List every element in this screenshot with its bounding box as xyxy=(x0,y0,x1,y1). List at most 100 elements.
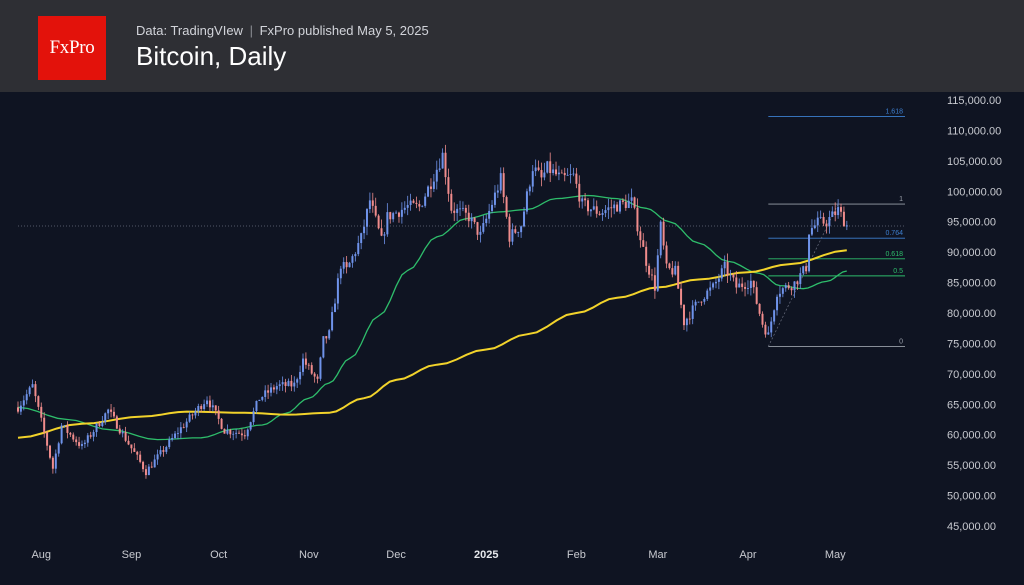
candle-body xyxy=(601,213,604,215)
candle-body xyxy=(380,228,383,236)
candle-body xyxy=(19,405,22,412)
price-chart[interactable]: 115,000.00 110,000.00 105,000.00 100,000.00… xyxy=(0,92,1024,585)
candle-body xyxy=(668,263,671,269)
candle-body xyxy=(822,216,825,224)
candle-body xyxy=(432,181,435,189)
candle-body xyxy=(773,310,776,322)
candle-body xyxy=(69,432,72,435)
candle-body xyxy=(339,268,342,279)
candle-body xyxy=(136,451,139,455)
x-tick-label: 2025 xyxy=(474,549,498,561)
candle-body xyxy=(703,298,706,302)
candle-body xyxy=(816,217,819,226)
candle-body xyxy=(656,255,659,291)
publisher-info: FxPro published May 5, 2025 xyxy=(259,23,429,38)
candle-body xyxy=(322,336,325,358)
candle-body xyxy=(272,387,275,390)
candle-body xyxy=(179,427,182,434)
candle-body xyxy=(761,313,764,325)
candle-body xyxy=(650,274,653,276)
candle-body xyxy=(365,209,368,227)
candle-body xyxy=(153,459,156,468)
candle-body xyxy=(395,212,398,214)
candle-body xyxy=(168,439,171,448)
candle-body xyxy=(60,425,63,444)
candle-body xyxy=(392,213,395,220)
y-tick-label: 100,000.00 xyxy=(947,186,1002,198)
candle-body xyxy=(258,399,261,401)
candle-body xyxy=(537,167,540,171)
candle-body xyxy=(83,442,86,445)
candle-body xyxy=(22,400,25,406)
candle-body xyxy=(351,256,354,263)
candle-body xyxy=(92,432,95,437)
candle-body xyxy=(575,173,578,184)
candle-body xyxy=(485,218,488,224)
candle-body xyxy=(438,168,441,170)
fib-trend-line xyxy=(768,203,839,347)
candle-body xyxy=(348,262,351,268)
candle-body xyxy=(31,384,34,388)
candle-body xyxy=(357,243,360,255)
candle-body xyxy=(418,204,421,207)
candle-body xyxy=(723,261,726,269)
candle-body xyxy=(621,200,624,202)
candle-body xyxy=(531,171,534,187)
candle-body xyxy=(680,288,683,305)
candle-body xyxy=(618,200,621,212)
fib-level-label: 0 xyxy=(899,338,903,345)
separator: | xyxy=(249,23,253,38)
x-tick-label: Mar xyxy=(648,549,667,561)
candle-body xyxy=(194,411,197,416)
candle-body xyxy=(831,211,834,218)
candle-body xyxy=(799,273,802,284)
y-tick-label: 95,000.00 xyxy=(947,217,996,229)
fib-level-label: 0.5 xyxy=(893,268,903,275)
candle-body xyxy=(342,262,345,269)
candle-body xyxy=(746,288,749,289)
candle-body xyxy=(284,382,287,386)
y-tick-label: 85,000.00 xyxy=(947,278,996,290)
candle-body xyxy=(682,304,685,326)
data-source: Data: TradingVIew xyxy=(136,23,243,38)
candle-body xyxy=(252,411,255,423)
candle-body xyxy=(229,430,232,435)
candle-body xyxy=(124,432,127,441)
y-tick-label: 105,000.00 xyxy=(947,156,1002,168)
candle-body xyxy=(246,429,249,437)
candle-body xyxy=(429,186,432,189)
candle-body xyxy=(427,186,430,197)
candle-body xyxy=(118,428,121,434)
candle-body xyxy=(386,212,389,235)
candle-body xyxy=(473,217,476,223)
candle-body xyxy=(450,193,453,211)
candle-body xyxy=(144,469,147,476)
candle-body xyxy=(304,358,307,365)
candle-body xyxy=(104,413,107,423)
candle-body xyxy=(505,197,508,217)
candle-body xyxy=(278,384,281,387)
candle-body xyxy=(627,200,630,208)
candle-body xyxy=(563,172,566,176)
candle-body xyxy=(165,447,168,452)
candle-body xyxy=(275,386,278,390)
candle-body xyxy=(706,290,709,299)
candle-body xyxy=(499,173,502,191)
candle-body xyxy=(435,169,438,182)
x-tick-label: May xyxy=(825,549,846,561)
candle-body xyxy=(805,266,808,272)
candle-body xyxy=(147,466,150,476)
x-tick-label: Feb xyxy=(567,549,586,561)
candle-body xyxy=(540,170,543,178)
candle-body xyxy=(203,404,206,410)
candle-body xyxy=(840,207,843,212)
candle-body xyxy=(211,405,214,408)
candle-body xyxy=(130,444,133,449)
moving-average-line xyxy=(17,249,847,439)
candle-body xyxy=(162,450,165,452)
candle-body xyxy=(54,453,57,469)
candle-body xyxy=(360,233,363,244)
candle-body xyxy=(456,208,459,213)
y-tick-label: 115,000.00 xyxy=(947,95,1001,107)
candle-body xyxy=(112,411,115,417)
